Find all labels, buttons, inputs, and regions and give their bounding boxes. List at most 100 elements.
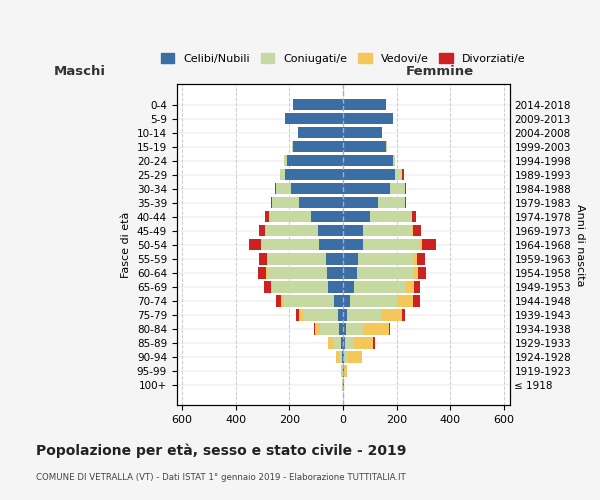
Text: Maschi: Maschi xyxy=(53,65,106,78)
Text: Femmine: Femmine xyxy=(406,65,475,78)
Bar xyxy=(284,155,287,166)
Bar xyxy=(406,282,414,292)
Bar xyxy=(356,268,413,278)
Bar xyxy=(363,324,389,334)
Legend: Celibi/Nubili, Coniugati/e, Vedovi/e, Divorziati/e: Celibi/Nubili, Coniugati/e, Vedovi/e, Di… xyxy=(157,48,530,68)
Bar xyxy=(343,183,390,194)
Bar xyxy=(342,352,343,362)
Bar xyxy=(418,268,427,278)
Bar xyxy=(317,226,343,236)
Bar xyxy=(405,183,406,194)
Bar xyxy=(343,127,382,138)
Bar xyxy=(405,197,406,208)
Bar xyxy=(347,310,380,320)
Bar xyxy=(343,352,344,362)
Bar xyxy=(363,226,412,236)
Bar xyxy=(422,240,436,250)
Bar xyxy=(395,169,402,180)
Bar xyxy=(386,141,388,152)
Bar xyxy=(284,296,334,306)
Bar xyxy=(370,211,412,222)
Bar xyxy=(341,338,343,348)
Bar xyxy=(393,155,395,166)
Bar xyxy=(265,211,269,222)
Bar xyxy=(299,197,343,208)
Bar xyxy=(344,366,347,376)
Bar xyxy=(276,183,291,194)
Bar xyxy=(339,352,342,362)
Bar xyxy=(286,169,343,180)
Text: COMUNE DI VETRALLA (VT) - Dati ISTAT 1° gennaio 2019 - Elaborazione TUTTITALIA.I: COMUNE DI VETRALLA (VT) - Dati ISTAT 1° … xyxy=(36,473,406,482)
Bar xyxy=(291,183,343,194)
Bar xyxy=(333,338,341,348)
Bar xyxy=(389,324,390,334)
Bar xyxy=(296,310,299,320)
Bar xyxy=(271,282,272,292)
Bar xyxy=(319,240,343,250)
Bar xyxy=(343,240,363,250)
Bar xyxy=(287,155,343,166)
Bar xyxy=(343,310,347,320)
Bar xyxy=(390,183,405,194)
Bar xyxy=(326,254,343,264)
Bar xyxy=(299,310,303,320)
Bar xyxy=(286,113,343,124)
Bar xyxy=(343,211,370,222)
Bar xyxy=(269,211,311,222)
Bar xyxy=(272,197,299,208)
Bar xyxy=(258,268,266,278)
Bar xyxy=(413,226,421,236)
Bar xyxy=(268,254,326,264)
Bar xyxy=(337,352,339,362)
Bar xyxy=(413,268,418,278)
Bar xyxy=(315,324,320,334)
Bar xyxy=(345,338,353,348)
Bar xyxy=(261,240,319,250)
Bar xyxy=(350,296,397,306)
Bar xyxy=(402,310,405,320)
Bar xyxy=(293,99,343,110)
Bar xyxy=(413,254,417,264)
Bar xyxy=(259,226,265,236)
Bar xyxy=(343,254,358,264)
Bar xyxy=(373,338,375,348)
Bar xyxy=(266,268,327,278)
Bar xyxy=(414,282,419,292)
Bar xyxy=(343,282,354,292)
Bar xyxy=(275,183,276,194)
Bar xyxy=(346,324,363,334)
Bar xyxy=(397,296,413,306)
Bar xyxy=(343,296,350,306)
Bar xyxy=(353,338,373,348)
Bar xyxy=(343,141,386,152)
Bar xyxy=(419,240,422,250)
Y-axis label: Anni di nascita: Anni di nascita xyxy=(575,204,585,286)
Bar xyxy=(343,197,378,208)
Bar xyxy=(343,113,393,124)
Bar xyxy=(343,155,393,166)
Bar xyxy=(343,226,363,236)
Bar xyxy=(320,324,339,334)
Bar xyxy=(327,268,343,278)
Bar xyxy=(276,296,281,306)
Bar xyxy=(380,310,402,320)
Bar xyxy=(328,338,333,348)
Bar xyxy=(402,169,404,180)
Bar xyxy=(249,240,261,250)
Bar xyxy=(412,211,416,222)
Bar xyxy=(417,254,425,264)
Bar xyxy=(378,197,405,208)
Bar xyxy=(413,296,419,306)
Bar xyxy=(343,268,356,278)
Bar xyxy=(354,282,406,292)
Bar xyxy=(281,296,284,306)
Bar xyxy=(343,338,345,348)
Bar xyxy=(293,141,343,152)
Bar xyxy=(328,282,343,292)
Text: Popolazione per età, sesso e stato civile - 2019: Popolazione per età, sesso e stato civil… xyxy=(36,444,406,458)
Bar xyxy=(259,254,268,264)
Bar xyxy=(292,141,293,152)
Bar xyxy=(347,352,362,362)
Bar xyxy=(363,240,419,250)
Y-axis label: Fasce di età: Fasce di età xyxy=(121,212,131,278)
